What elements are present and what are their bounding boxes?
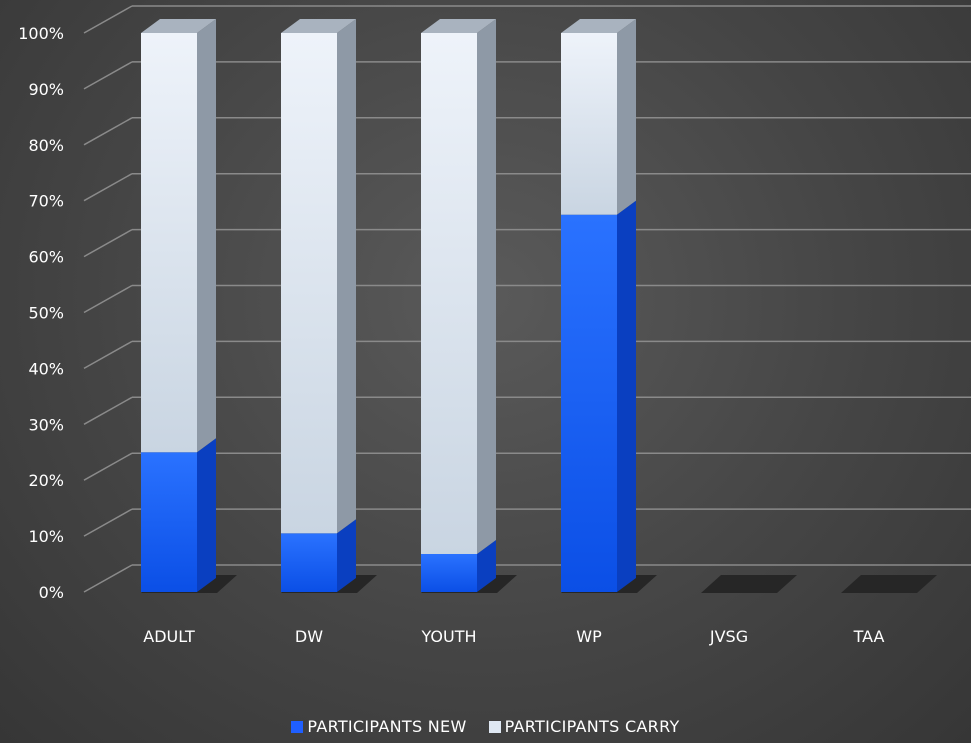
gridline-diagonal (83, 508, 133, 537)
bars (141, 19, 636, 593)
y-tick-label: 30% (28, 415, 64, 434)
y-axis: 0% 10% 20% 30% 40% 50% 60% 70% 80% 90% 100% (18, 24, 64, 602)
y-tick-label: 80% (28, 136, 64, 155)
gridline-diagonal (83, 173, 133, 202)
y-tick-label: 50% (28, 304, 64, 323)
x-tick-label: JVSG (709, 627, 748, 646)
bar-side-new (337, 519, 356, 592)
gridline-diagonal (83, 284, 133, 314)
floor-shadows (141, 575, 937, 593)
legend: PARTICIPANTS NEW PARTICIPANTS CARRY (0, 717, 971, 736)
y-tick-label: 70% (28, 192, 64, 211)
bar-floor-shadow (841, 575, 937, 593)
legend-swatch-carry (488, 720, 501, 733)
bar-segment-carry (421, 33, 477, 554)
bar-segment-carry (281, 33, 337, 534)
bar-side-carry (477, 19, 496, 554)
bar-top (141, 19, 216, 33)
bar-side-carry (197, 19, 216, 453)
bar-top (421, 19, 496, 33)
gridline-diagonal (83, 61, 133, 90)
gridline-diagonal (83, 117, 133, 146)
legend-label-new: PARTICIPANTS NEW (307, 717, 467, 736)
y-tick-label: 0% (39, 583, 64, 602)
bar-segment-new (561, 214, 617, 593)
bar-segment-new (281, 533, 337, 592)
x-axis: ADULT DW YOUTH WP JVSG TAA (143, 627, 884, 646)
legend-label-carry: PARTICIPANTS CARRY (504, 717, 680, 736)
bar-side-new (197, 438, 216, 592)
gridline-diagonal (83, 5, 133, 34)
y-tick-label: 90% (28, 80, 64, 99)
y-tick-label: 20% (28, 471, 64, 490)
bar-segment-carry (561, 33, 617, 215)
bar-side-new (617, 200, 636, 593)
bar-floor-shadow (701, 575, 797, 593)
y-tick-label: 60% (28, 248, 64, 267)
bar-segment-carry (141, 33, 197, 453)
gridline-diagonal (83, 340, 133, 370)
bar-top (281, 19, 356, 33)
bar-side-carry (337, 19, 356, 534)
gridline-diagonal (83, 564, 133, 593)
x-tick-label: ADULT (143, 627, 195, 646)
bar-top (561, 19, 636, 33)
legend-swatch-new (291, 720, 304, 733)
x-tick-label: WP (576, 627, 602, 646)
x-tick-label: YOUTH (420, 627, 476, 646)
y-tick-label: 10% (28, 527, 64, 546)
gridline-diagonal (83, 396, 133, 425)
legend-item-carry: PARTICIPANTS CARRY (488, 717, 680, 736)
bar-side-carry (617, 19, 636, 215)
gridline-diagonal (83, 452, 133, 481)
gridlines (83, 5, 971, 593)
legend-item-new: PARTICIPANTS NEW (291, 717, 466, 736)
x-tick-label: DW (295, 627, 323, 646)
bar-side-new (477, 539, 496, 592)
bar-segment-new (421, 553, 477, 592)
y-tick-label: 100% (18, 24, 64, 43)
gridline-diagonal (83, 228, 133, 258)
y-tick-label: 40% (28, 359, 64, 378)
bar-segment-new (141, 452, 197, 592)
x-tick-label: TAA (853, 627, 885, 646)
